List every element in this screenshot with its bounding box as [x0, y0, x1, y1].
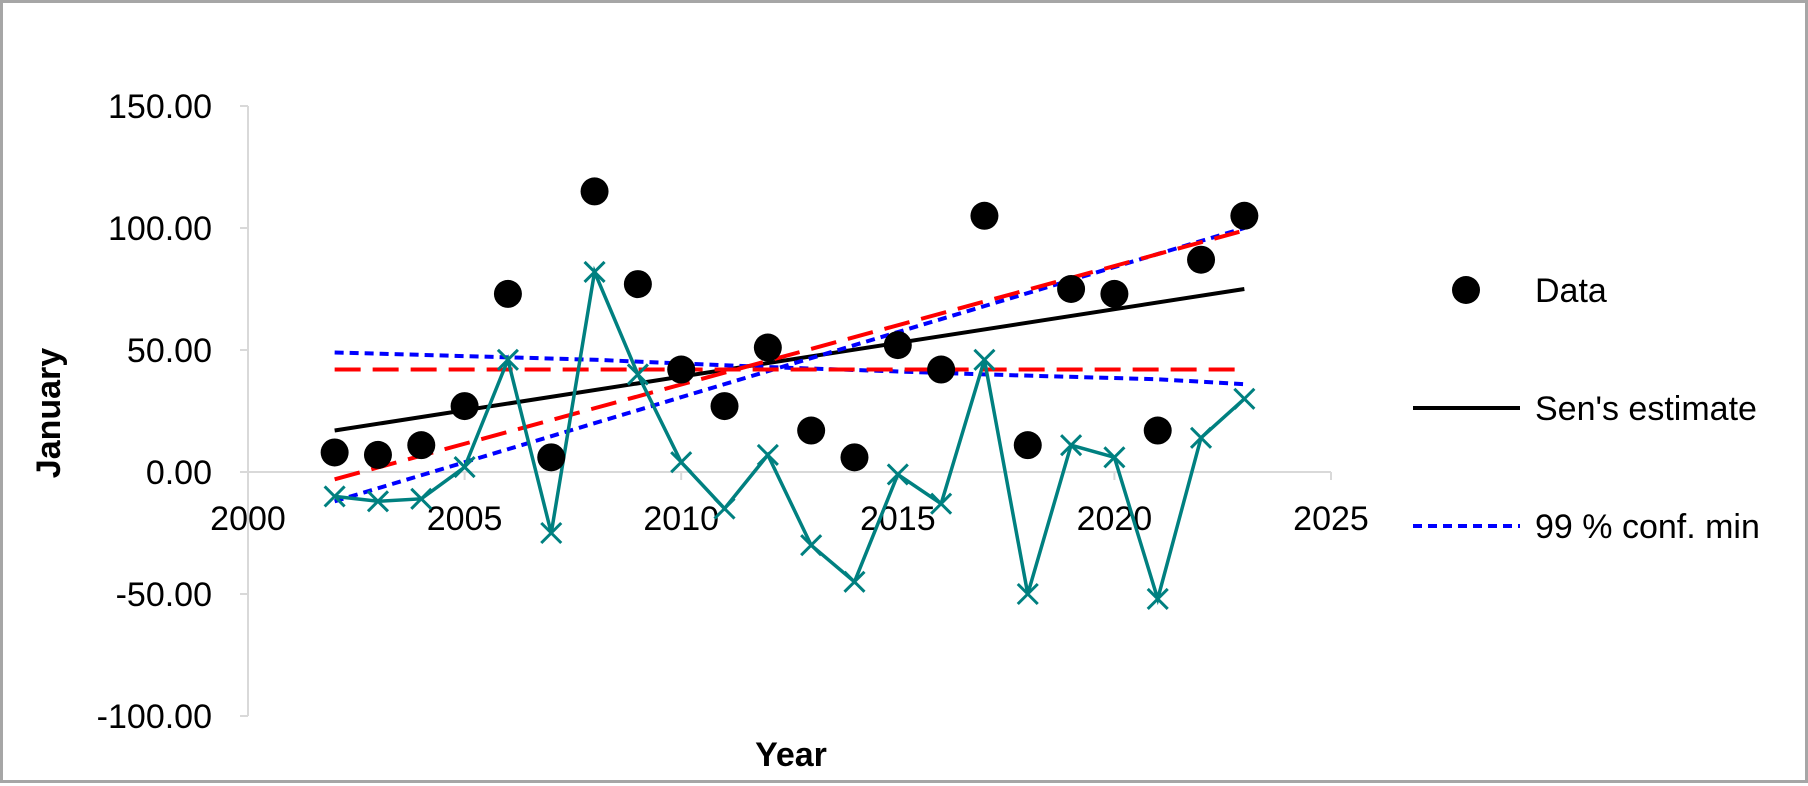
data-point	[363, 440, 392, 469]
x-marker-stroke	[1189, 426, 1213, 449]
x-marker-stroke	[886, 463, 909, 486]
x-marker-point	[670, 451, 693, 474]
x-marker-point	[1060, 434, 1083, 457]
x-marker-point	[756, 443, 779, 466]
y-tick-label: -50.00	[116, 576, 212, 614]
y-tick-label: 150.00	[108, 88, 212, 126]
x-marker-stroke	[1060, 434, 1083, 457]
chart-svg: -100.00 -50.00 0.00 50.00 100.00 150.00 2000 20…	[30, 88, 1760, 774]
x-tick-label: 2005	[427, 500, 503, 538]
x-marker-point	[1189, 426, 1213, 449]
x-tick-label: 2015	[860, 500, 936, 538]
x-marker-stroke	[453, 456, 476, 479]
x-marker-point	[410, 487, 433, 510]
data-point	[1230, 201, 1259, 230]
x-marker-stroke	[366, 490, 390, 513]
data-point	[753, 333, 782, 362]
data-point	[493, 279, 522, 308]
x-tick-label: 2000	[210, 500, 286, 538]
data-point	[1013, 431, 1042, 460]
data-point	[667, 355, 696, 384]
data-point	[320, 438, 349, 467]
x-marker-stroke	[1103, 446, 1126, 469]
y-tick-label: -100.00	[97, 698, 212, 736]
x-marker-stroke	[973, 348, 996, 371]
x-marker-stroke	[800, 534, 823, 557]
plot-layer	[320, 177, 1259, 610]
x-marker-point	[1103, 446, 1126, 469]
x-marker-stroke	[713, 497, 736, 520]
legend-marker-data	[1452, 276, 1480, 304]
x-marker-point	[886, 463, 909, 486]
x-marker-point	[973, 348, 996, 371]
data-point	[1100, 279, 1129, 308]
x-marker-point	[626, 363, 649, 386]
legend-label: Data	[1535, 272, 1607, 310]
series-line-6	[334, 265, 1246, 606]
y-axis-title: January	[30, 348, 68, 478]
data-point	[797, 416, 826, 445]
x-marker-point	[1146, 587, 1169, 610]
y-tick-label: 0.00	[146, 454, 212, 492]
x-marker-point	[366, 490, 390, 513]
x-marker-point	[1233, 387, 1256, 410]
legend-item: Data	[1452, 272, 1607, 310]
legend-label: Sen's estimate	[1535, 390, 1757, 428]
x-marker-point	[540, 521, 563, 545]
data-point	[537, 443, 566, 472]
series-line-2	[334, 226, 1245, 504]
x-marker-stroke	[626, 363, 649, 386]
data-point	[883, 331, 912, 360]
legend-item: Sen's estimate	[1413, 390, 1757, 428]
x-marker-stroke	[756, 443, 779, 466]
data-point	[407, 431, 436, 460]
x-marker-point	[583, 260, 606, 283]
data-point	[1187, 245, 1216, 274]
x-tick-label: 2010	[643, 500, 719, 538]
legend-item: 99 % conf. min	[1413, 508, 1760, 546]
x-marker-point	[930, 492, 953, 515]
data-point	[927, 355, 956, 384]
x-marker-stroke	[1146, 587, 1169, 610]
x-marker-stroke	[843, 570, 866, 593]
y-tick-label: 100.00	[108, 210, 212, 248]
axes-layer: -100.00 -50.00 0.00 50.00 100.00 150.00 2000 20…	[97, 88, 1369, 736]
legend-label: 99 % conf. min	[1535, 508, 1760, 546]
x-axis-title: Year	[755, 736, 827, 774]
x-marker-point	[453, 456, 476, 479]
x-marker-point	[843, 570, 866, 593]
x-marker-stroke	[670, 451, 693, 474]
data-point	[450, 392, 479, 421]
x-marker-stroke	[410, 487, 433, 510]
x-marker-stroke	[930, 492, 953, 515]
x-marker-point	[1016, 582, 1039, 606]
x-tick-label: 2025	[1293, 500, 1369, 538]
legend: Data Sen's estimate 99 % conf. min	[1413, 272, 1760, 546]
data-point	[623, 270, 652, 299]
x-marker-stroke	[1016, 582, 1039, 606]
data-point	[1057, 275, 1086, 303]
x-marker-stroke	[540, 521, 563, 545]
data-point	[840, 443, 869, 472]
x-marker-stroke	[323, 485, 346, 508]
x-marker-point	[323, 485, 346, 508]
x-marker-point	[800, 534, 823, 557]
series-line-4	[334, 228, 1245, 482]
x-marker-stroke	[496, 348, 519, 371]
data-point	[580, 177, 609, 206]
data-point	[1143, 416, 1172, 445]
x-tick-label: 2020	[1077, 500, 1153, 538]
series-line-1	[334, 287, 1245, 433]
y-tick-label: 50.00	[127, 332, 212, 370]
x-marker-stroke	[1233, 387, 1256, 410]
x-marker-point	[713, 497, 736, 520]
data-point	[970, 201, 999, 230]
data-point	[710, 392, 739, 421]
x-marker-point	[496, 348, 519, 371]
x-marker-stroke	[583, 260, 606, 283]
